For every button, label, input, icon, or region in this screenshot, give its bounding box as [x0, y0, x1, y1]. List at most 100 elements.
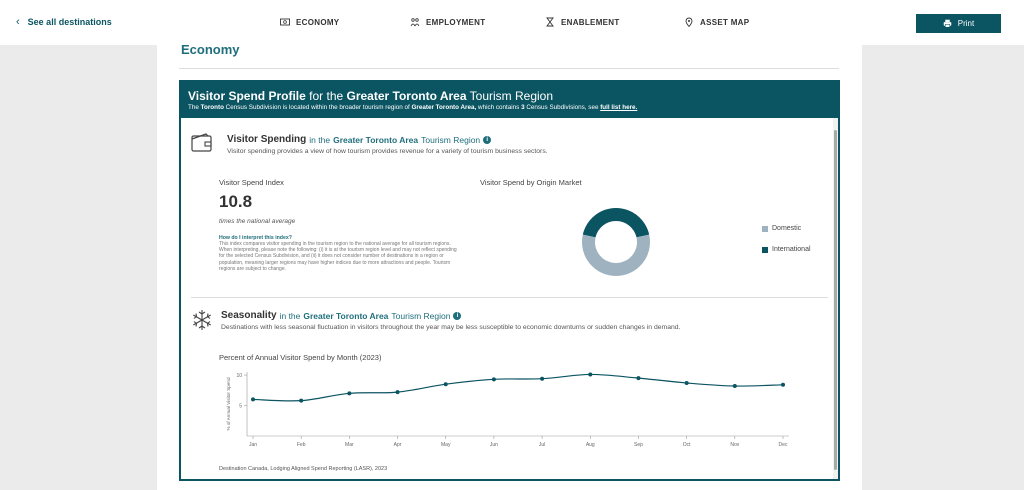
y-tick-label: 5: [239, 404, 242, 410]
nav-asset-map[interactable]: ASSET MAP: [684, 17, 749, 27]
chevron-left-icon: ‹: [16, 16, 20, 28]
interpret-index-question[interactable]: How do I interpret this index?: [219, 235, 292, 241]
series-line: [252, 373, 784, 402]
x-tick-label-feb: Feb: [297, 442, 306, 448]
page-panel: Economy Visitor Spend Profile for the Gr…: [157, 32, 862, 490]
donut-slice-international[interactable]: [582, 208, 650, 238]
data-point-jul[interactable]: [540, 376, 545, 381]
seasonality-title: Seasonality: [221, 310, 277, 321]
nav-enablement[interactable]: ENABLEMENT: [545, 17, 620, 27]
x-tick-label-jun: Jun: [490, 442, 498, 448]
seasonality-region: Greater Toronto Area: [303, 310, 389, 321]
data-point-jan[interactable]: [251, 397, 255, 402]
visitor-spend-index-note: times the national average: [219, 218, 296, 225]
full-list-link[interactable]: full list here.: [600, 104, 638, 111]
snowflake-icon: [193, 310, 211, 330]
data-point-sep[interactable]: [636, 376, 641, 381]
card-sub-pre: The: [188, 104, 201, 111]
card-sub-count: 3: [521, 104, 525, 111]
seasonality-line-chart: 5 10 % of Annual Visitor Spend Jan Feb Mar Apr…: [226, 372, 789, 448]
data-point-feb[interactable]: [299, 398, 304, 403]
legend-international-swatch: [762, 246, 768, 253]
x-tick-label-may: May: [441, 442, 451, 448]
visitor-spending-heading: Visitor Spending in the Greater Toronto …: [227, 134, 492, 145]
x-tick-label-mar: Mar: [345, 442, 354, 448]
source-note: Destination Canada, Lodging Aligned Spen…: [219, 466, 388, 472]
legend-domestic-swatch: [762, 225, 768, 232]
visitor-spend-index-label: Visitor Spend Index: [219, 178, 284, 187]
data-point-may[interactable]: [443, 382, 448, 387]
visitor-spending-suffix: Tourism Region: [421, 134, 481, 145]
x-tick-label-sep: Sep: [634, 442, 643, 448]
card-sub-mid3: Census Subdivisions, see: [524, 104, 601, 111]
map-pin-icon: [685, 17, 693, 27]
card-title-region: Greater Toronto Area: [346, 89, 467, 103]
money-icon: [280, 18, 290, 26]
card-sub-region: Greater Toronto Area,: [411, 104, 477, 111]
card-scrollbar-thumb[interactable]: [834, 130, 837, 470]
seasonality-suffix: Tourism Region: [391, 310, 451, 321]
x-tick-label-apr: Apr: [394, 442, 402, 448]
x-tick-label-nov: Nov: [730, 442, 739, 448]
section-divider: [191, 297, 828, 298]
card-subtitle: The Toronto Census Subdivision is locate…: [188, 104, 637, 111]
origin-market-donut-chart: [582, 208, 650, 276]
card-sub-mid2: which contains: [476, 104, 522, 111]
legend-domestic: Domestic: [762, 225, 801, 232]
y-tick-label: 10: [236, 373, 242, 379]
visitor-spending-description: Visitor spending provides a view of how …: [227, 148, 548, 155]
back-link-label: See all destinations: [27, 17, 112, 27]
card-title-part2: for the: [305, 89, 347, 103]
origin-market-label: Visitor Spend by Origin Market: [480, 178, 582, 187]
legend-domestic-label: Domestic: [772, 225, 802, 232]
card-sub-city: Toronto: [200, 104, 224, 111]
data-point-aug[interactable]: [588, 372, 593, 377]
title-divider: [179, 68, 839, 69]
print-button[interactable]: Print: [916, 14, 1001, 33]
data-point-oct[interactable]: [684, 380, 689, 385]
data-point-dec[interactable]: [781, 382, 785, 387]
seasonality-heading: Seasonality in the Greater Toronto Area …: [221, 310, 462, 321]
nav-employment[interactable]: EMPLOYMENT: [410, 17, 485, 27]
nav-asset-map-label: ASSET MAP: [700, 17, 750, 27]
x-tick-label-jul: Jul: [539, 442, 545, 448]
printer-icon: [943, 19, 952, 28]
data-point-mar[interactable]: [347, 391, 352, 396]
card-sub-mid: Census Subdivision is located within the…: [223, 104, 412, 111]
visitor-spend-index-value: 10.8: [219, 192, 253, 211]
card-title: Visitor Spend Profile for the Greater To…: [188, 89, 553, 103]
hourglass-icon: [546, 17, 554, 27]
see-all-destinations-link[interactable]: ‹ See all destinations: [16, 16, 112, 28]
x-tick-label-dec: Dec: [779, 442, 788, 448]
page-title: Economy: [181, 42, 240, 57]
x-tick-label-aug: Aug: [586, 442, 595, 448]
x-tick-label-jan: Jan: [249, 442, 257, 448]
seasonality-info-icon[interactable]: i: [453, 311, 462, 320]
visitor-spending-in: in the: [309, 134, 331, 145]
data-point-apr[interactable]: [395, 390, 400, 395]
print-label: Print: [957, 19, 975, 28]
data-point-jun[interactable]: [491, 377, 496, 382]
wallet-icon: [191, 133, 212, 152]
seasonality-chart-title: Percent of Annual Visitor Spend by Month…: [219, 353, 382, 362]
legend-international-label: International: [772, 246, 811, 253]
visitor-spending-title: Visitor Spending: [227, 134, 307, 145]
seasonality-in: in the: [279, 310, 301, 321]
visitor-spend-profile-card: Visitor Spend Profile for the Greater To…: [179, 80, 840, 481]
seasonality-description: Destinations with less seasonal fluctuat…: [221, 324, 681, 331]
x-tick-label-oct: Oct: [683, 442, 691, 448]
visitor-spending-info-icon[interactable]: i: [483, 135, 492, 144]
card-title-part3: Tourism Region: [466, 89, 554, 103]
card-title-part1: Visitor Spend Profile: [188, 89, 306, 103]
donut-slice-domestic[interactable]: [582, 234, 650, 276]
nav-economy[interactable]: ECONOMY: [280, 17, 339, 27]
legend-international: International: [762, 246, 811, 253]
people-icon: [410, 18, 420, 27]
data-point-nov[interactable]: [732, 384, 737, 389]
nav-enablement-label: ENABLEMENT: [561, 17, 620, 27]
visitor-spending-region: Greater Toronto Area: [333, 134, 419, 145]
card-header: Visitor Spend Profile for the Greater To…: [181, 82, 838, 118]
interpret-index-answer: This index compares visitor spending in …: [219, 241, 457, 272]
y-axis-title: % of Annual Visitor Spend: [226, 377, 231, 430]
nav-employment-label: EMPLOYMENT: [426, 17, 486, 27]
